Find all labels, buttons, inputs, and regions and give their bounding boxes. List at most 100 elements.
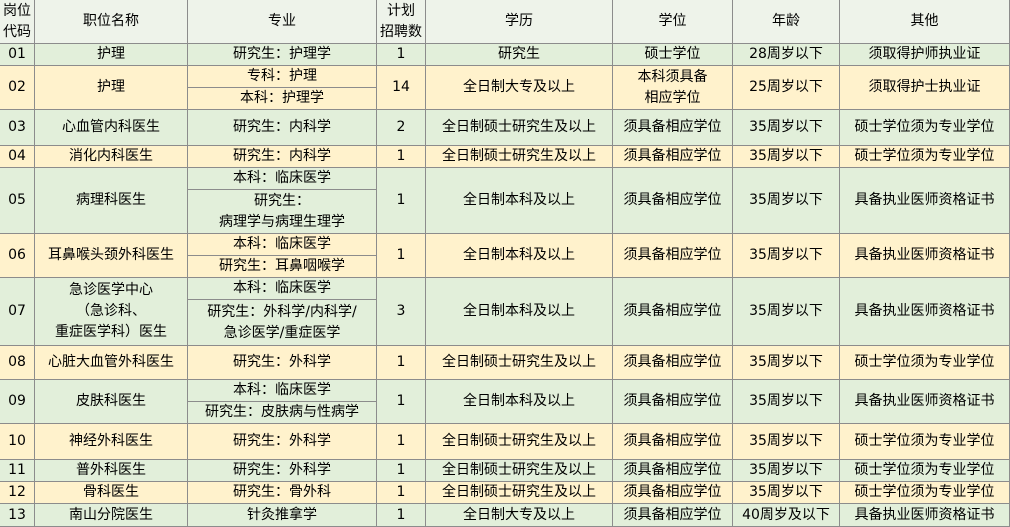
education-cell: 全日制硕士研究生及以上 <box>426 146 613 168</box>
header-cell: 职位名称 <box>35 0 188 44</box>
title-cell: 急诊医学中心 （急诊科、 重症医学科）医生 <box>35 278 188 346</box>
other-cell: 须取得护师执业证 <box>840 44 1010 66</box>
count-cell: 1 <box>377 44 426 66</box>
title-cell: 病理科医生 <box>35 168 188 234</box>
title-cell: 神经外科医生 <box>35 424 188 460</box>
age-cell: 35周岁以下 <box>733 110 840 146</box>
count-cell: 1 <box>377 424 426 460</box>
age-cell: 28周岁以下 <box>733 44 840 66</box>
title-cell: 消化内科医生 <box>35 146 188 168</box>
education-cell: 研究生 <box>426 44 613 66</box>
code-cell: 07 <box>0 278 35 346</box>
other-cell: 具备执业医师资格证书 <box>840 278 1010 346</box>
header-cell: 其他 <box>840 0 1010 44</box>
major-cell: 研究生：外科学/内科学/ 急诊医学/重症医学 <box>188 300 377 346</box>
education-cell: 全日制硕士研究生及以上 <box>426 424 613 460</box>
count-cell: 1 <box>377 482 426 504</box>
education-cell: 全日制本科及以上 <box>426 380 613 424</box>
code-cell: 02 <box>0 66 35 110</box>
code-cell: 05 <box>0 168 35 234</box>
age-cell: 25周岁以下 <box>733 66 840 110</box>
code-cell: 06 <box>0 234 35 278</box>
header-cell: 计划 招聘数 <box>377 0 426 44</box>
education-cell: 全日制硕士研究生及以上 <box>426 482 613 504</box>
count-cell: 1 <box>377 460 426 482</box>
count-cell: 1 <box>377 146 426 168</box>
code-cell: 12 <box>0 482 35 504</box>
header-cell: 学历 <box>426 0 613 44</box>
degree-cell: 硕士学位 <box>613 44 733 66</box>
code-cell: 04 <box>0 146 35 168</box>
major-cell: 针灸推拿学 <box>188 504 377 527</box>
other-cell: 具备执业医师资格证书 <box>840 168 1010 234</box>
major-cell: 研究生：耳鼻咽喉学 <box>188 256 377 278</box>
degree-cell: 须具备相应学位 <box>613 168 733 234</box>
major-cell: 本科：临床医学 <box>188 380 377 402</box>
major-cell: 本科：临床医学 <box>188 168 377 190</box>
other-cell: 硕士学位须为专业学位 <box>840 482 1010 504</box>
education-cell: 全日制硕士研究生及以上 <box>426 110 613 146</box>
degree-cell: 须具备相应学位 <box>613 460 733 482</box>
major-cell: 研究生： 病理学与病理生理学 <box>188 190 377 234</box>
age-cell: 35周岁以下 <box>733 146 840 168</box>
title-cell: 南山分院医生 <box>35 504 188 527</box>
other-cell: 具备执业医师资格证书 <box>840 234 1010 278</box>
title-cell: 骨科医生 <box>35 482 188 504</box>
title-cell: 护理 <box>35 66 188 110</box>
education-cell: 全日制本科及以上 <box>426 168 613 234</box>
degree-cell: 须具备相应学位 <box>613 504 733 527</box>
age-cell: 35周岁以下 <box>733 168 840 234</box>
header-cell: 学位 <box>613 0 733 44</box>
count-cell: 1 <box>377 380 426 424</box>
other-cell: 具备执业医师资格证书 <box>840 504 1010 527</box>
title-cell: 护理 <box>35 44 188 66</box>
other-cell: 具备执业医师资格证书 <box>840 380 1010 424</box>
education-cell: 全日制硕士研究生及以上 <box>426 460 613 482</box>
header-cell: 岗位 代码 <box>0 0 35 44</box>
age-cell: 35周岁以下 <box>733 482 840 504</box>
code-cell: 03 <box>0 110 35 146</box>
count-cell: 1 <box>377 504 426 527</box>
count-cell: 1 <box>377 234 426 278</box>
education-cell: 全日制本科及以上 <box>426 278 613 346</box>
code-cell: 08 <box>0 346 35 380</box>
major-cell: 专科：护理 <box>188 66 377 88</box>
other-cell: 硕士学位须为专业学位 <box>840 460 1010 482</box>
other-cell: 硕士学位须为专业学位 <box>840 146 1010 168</box>
title-cell: 皮肤科医生 <box>35 380 188 424</box>
code-cell: 01 <box>0 44 35 66</box>
age-cell: 35周岁以下 <box>733 278 840 346</box>
count-cell: 14 <box>377 66 426 110</box>
major-cell: 本科：护理学 <box>188 88 377 110</box>
degree-cell: 本科须具备 相应学位 <box>613 66 733 110</box>
title-cell: 耳鼻喉头颈外科医生 <box>35 234 188 278</box>
major-cell: 研究生：内科学 <box>188 146 377 168</box>
degree-cell: 须具备相应学位 <box>613 482 733 504</box>
major-cell: 研究生：外科学 <box>188 346 377 380</box>
title-cell: 心血管内科医生 <box>35 110 188 146</box>
header-cell: 年龄 <box>733 0 840 44</box>
age-cell: 35周岁以下 <box>733 234 840 278</box>
title-cell: 普外科医生 <box>35 460 188 482</box>
major-cell: 研究生：内科学 <box>188 110 377 146</box>
age-cell: 35周岁以下 <box>733 424 840 460</box>
age-cell: 35周岁以下 <box>733 380 840 424</box>
title-cell: 心脏大血管外科医生 <box>35 346 188 380</box>
count-cell: 3 <box>377 278 426 346</box>
major-cell: 本科：临床医学 <box>188 278 377 300</box>
major-cell: 研究生：皮肤病与性病学 <box>188 402 377 424</box>
major-cell: 研究生：外科学 <box>188 460 377 482</box>
degree-cell: 须具备相应学位 <box>613 234 733 278</box>
age-cell: 40周岁及以下 <box>733 504 840 527</box>
other-cell: 须取得护士执业证 <box>840 66 1010 110</box>
code-cell: 13 <box>0 504 35 527</box>
major-cell: 研究生：外科学 <box>188 424 377 460</box>
other-cell: 硕士学位须为专业学位 <box>840 346 1010 380</box>
count-cell: 1 <box>377 346 426 380</box>
degree-cell: 须具备相应学位 <box>613 424 733 460</box>
degree-cell: 须具备相应学位 <box>613 110 733 146</box>
degree-cell: 须具备相应学位 <box>613 380 733 424</box>
education-cell: 全日制硕士研究生及以上 <box>426 346 613 380</box>
education-cell: 全日制本科及以上 <box>426 234 613 278</box>
